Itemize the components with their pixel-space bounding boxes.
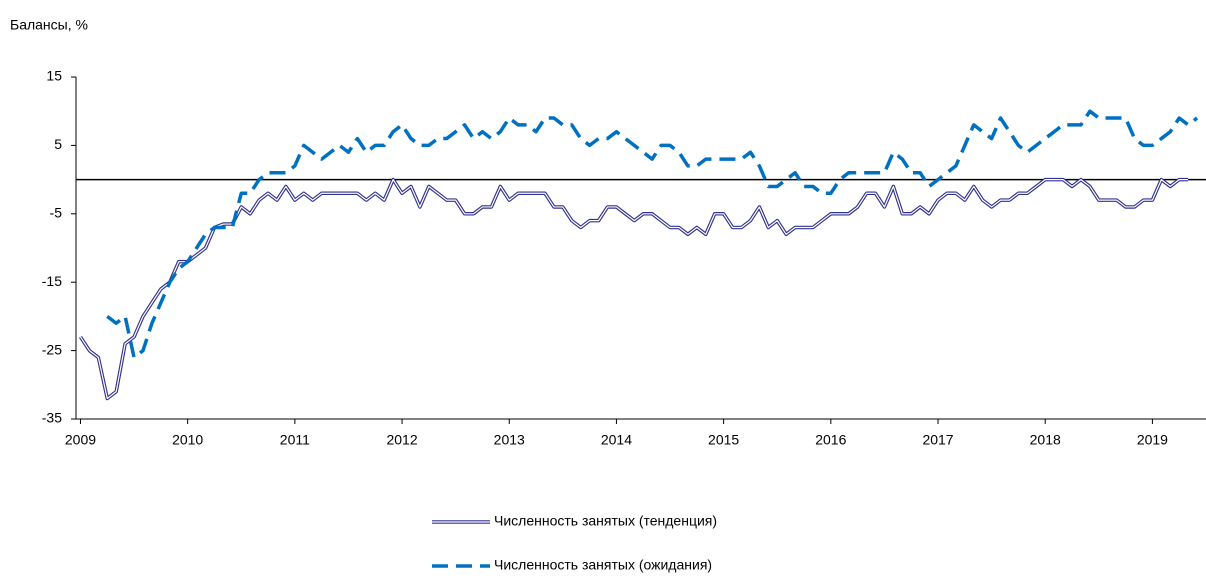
y-axis-label: Балансы, % xyxy=(10,17,88,33)
x-tick-label: 2010 xyxy=(172,432,203,448)
legend-label: Численность занятых (тенденция) xyxy=(494,513,717,529)
legend-label: Численность занятых (ожидания) xyxy=(494,557,712,573)
series-line xyxy=(106,109,1199,360)
y-tick-label: -35 xyxy=(42,410,62,426)
y-tick-label: -5 xyxy=(50,205,63,221)
y-tick-label: -15 xyxy=(42,273,62,289)
x-tick-label: 2009 xyxy=(65,432,96,448)
x-tick-label: 2011 xyxy=(280,432,310,448)
x-tick-label: 2017 xyxy=(922,432,953,448)
y-tick-label: -25 xyxy=(42,341,62,357)
x-tick-label: 2012 xyxy=(386,432,417,448)
x-tick-label: 2014 xyxy=(601,432,632,448)
x-tick-label: 2015 xyxy=(708,432,739,448)
series-line xyxy=(79,177,1189,401)
x-tick-label: 2016 xyxy=(815,432,846,448)
y-tick-label: 15 xyxy=(46,68,62,84)
x-tick-label: 2013 xyxy=(494,432,525,448)
y-tick-label: 5 xyxy=(54,136,62,152)
x-tick-label: 2018 xyxy=(1030,432,1061,448)
series-line-inner xyxy=(79,179,1189,400)
x-tick-label: 2019 xyxy=(1137,432,1168,448)
